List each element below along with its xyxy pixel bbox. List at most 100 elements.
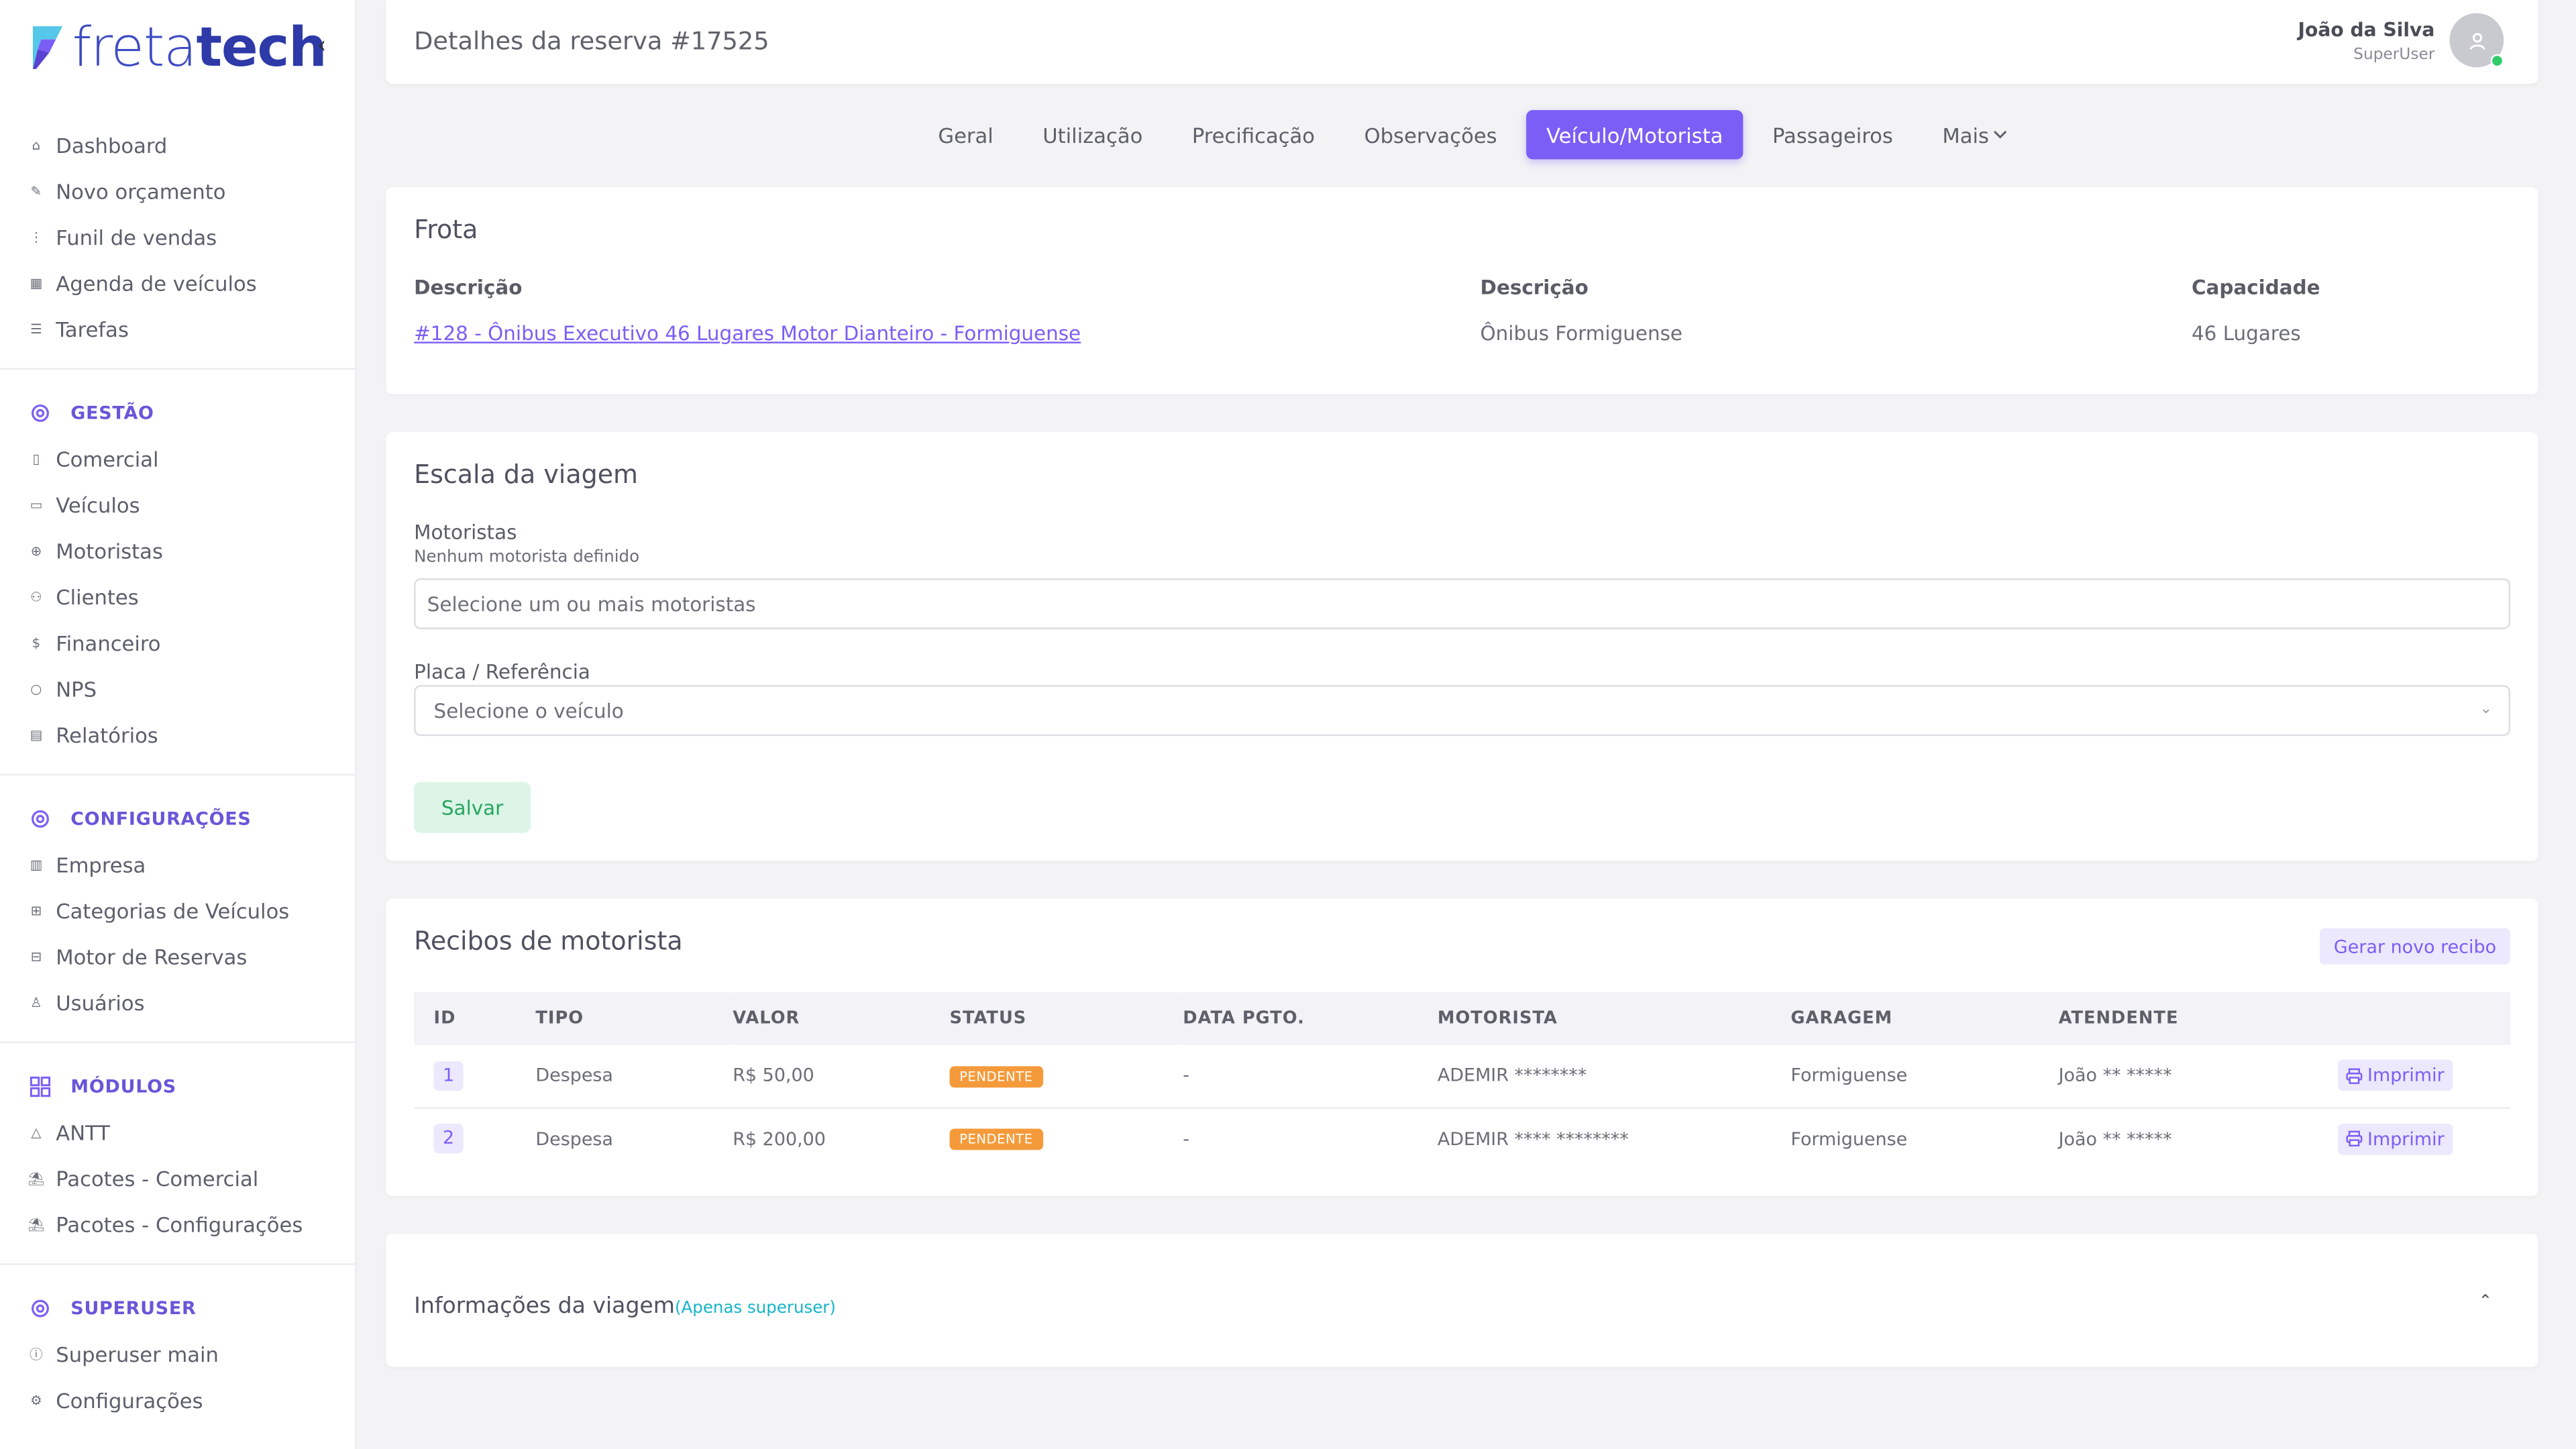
tab-utilizacao[interactable]: Utilização <box>1042 122 1143 148</box>
page-title: Detalhes da reserva #17525 <box>414 26 769 56</box>
tab-veiculo-motorista[interactable]: Veículo/Motorista <box>1526 110 1743 160</box>
status-badge: PENDENTE <box>949 1065 1043 1087</box>
sidebar-item-label: Financeiro <box>56 630 161 655</box>
sidebar-item-clientes[interactable]: ⚇ Clientes <box>0 574 356 620</box>
vehicle-link[interactable]: #128 - Ônibus Executivo 46 Lugares Motor… <box>414 322 1081 345</box>
sidebar-item-veiculos[interactable]: ▭ Veículos <box>0 482 356 528</box>
cell-atendente[interactable]: João ** ***** <box>2058 1044 2338 1108</box>
table-row: 2 Despesa R$ 200,00 PENDENTE - ADEMIR **… <box>414 1108 2510 1170</box>
grid-icon: ⊞ <box>30 902 42 918</box>
cell-motorista[interactable]: ADEMIR ******** <box>1437 1044 1791 1108</box>
sidebar-item-tarefas[interactable]: ☰ Tarefas <box>0 306 356 352</box>
frota-title: Frota <box>414 215 478 245</box>
sidebar-item-nps[interactable]: ○ NPS <box>0 665 356 712</box>
tab-observacoes[interactable]: Observações <box>1364 122 1497 148</box>
sidebar-item-comercial[interactable]: ▯ Comercial <box>0 435 356 482</box>
tab-passageiros[interactable]: Passageiros <box>1772 122 1893 148</box>
sidebar-collapse-icon[interactable]: ‹ <box>317 32 327 60</box>
sidebar-item-label: Superuser main <box>56 1341 219 1366</box>
chevron-down-icon: ⌄ <box>2479 701 2493 718</box>
new-receipt-button[interactable]: Gerar novo recibo <box>2319 928 2511 965</box>
placa-label: Placa / Referência <box>414 660 590 684</box>
user-menu[interactable]: João da Silva SuperUser <box>2298 13 2504 68</box>
triangle-icon: △ <box>31 1124 42 1140</box>
sidebar-section-title: CONFIGURAÇÕES <box>70 807 252 829</box>
recibos-title: Recibos de motorista <box>414 926 683 957</box>
cell-garagem: Formiguense <box>1790 1044 2059 1108</box>
sidebar-item-novo-orcamento[interactable]: ✎ Novo orçamento <box>0 168 356 214</box>
printer-icon <box>2346 1067 2363 1084</box>
sidebar-item-empresa[interactable]: ▥ Empresa <box>0 841 356 888</box>
trip-info-card[interactable]: Informações da viagem(Apenas superuser) … <box>386 1234 2538 1367</box>
cell-actions: Imprimir <box>2337 1044 2511 1108</box>
modules-icon <box>30 1075 51 1096</box>
table-row: 1 Despesa R$ 50,00 PENDENTE - ADEMIR ***… <box>414 1044 2511 1108</box>
sidebar-item-label: Pacotes - Comercial <box>56 1165 259 1191</box>
sidebar-item-label: Empresa <box>56 851 146 877</box>
col-atendente: ATENDENTE <box>2058 992 2338 1045</box>
sidebar-item-financeiro[interactable]: $ Financeiro <box>0 619 356 665</box>
sidebar-item-label: Veículos <box>56 492 140 517</box>
tab-precificacao[interactable]: Precificação <box>1191 122 1316 148</box>
cell-tipo: Despesa <box>535 1128 613 1150</box>
online-status-indicator <box>2490 54 2504 68</box>
trip-info-title: Informações da viagem(Apenas superuser) <box>414 1293 836 1319</box>
sidebar-item-label: Pacotes - Configurações <box>56 1212 303 1236</box>
sidebar-item-superuser-main[interactable]: ⓘ Superuser main <box>0 1331 356 1377</box>
id-badge[interactable]: 2 <box>433 1124 464 1154</box>
sidebar-item-relatorios[interactable]: ▤ Relatórios <box>0 711 356 757</box>
frota-descricao2-value: Ônibus Formiguense <box>1480 322 1683 345</box>
sidebar-divider <box>0 368 357 370</box>
print-button-label: Imprimir <box>2367 1065 2445 1087</box>
col-actions <box>2337 992 2511 1045</box>
sidebar-section-modulos: MÓDULOS <box>0 1063 356 1110</box>
col-motorista: MOTORISTA <box>1437 992 1791 1045</box>
info-icon: ⓘ <box>30 1346 43 1361</box>
cell-tipo: Despesa <box>535 1044 733 1108</box>
sidebar-item-label: Motor de Reservas <box>56 943 248 969</box>
motoristas-label: Motoristas <box>414 521 517 544</box>
logo-mark-icon <box>32 26 63 69</box>
sidebar-item-configuracoes[interactable]: ⚙ Configurações <box>0 1377 356 1423</box>
cell-atendente[interactable]: João ** ***** <box>2058 1128 2172 1150</box>
sidebar-item-label: Clientes <box>56 584 139 609</box>
list-icon: ☰ <box>30 321 42 336</box>
motoristas-multiselect[interactable]: Selecione um ou mais motoristas <box>414 578 2511 629</box>
sidebar-item-label: Funil de vendas <box>56 224 217 250</box>
tab-mais-label: Mais <box>1942 122 1989 148</box>
building-icon: ▥ <box>30 857 43 872</box>
sidebar-item-motoristas[interactable]: ⊕ Motoristas <box>0 527 356 574</box>
bus-icon: ▭ <box>30 496 43 512</box>
sidebar-item-usuarios[interactable]: ♙ Usuários <box>0 979 356 1026</box>
sidebar-nav: ⌂ Dashboard ✎ Novo orçamento ⋮ Funil de ven… <box>0 121 357 1423</box>
sidebar-item-label: Configurações <box>56 1387 203 1412</box>
top-header: Detalhes da reserva #17525 João da Silva… <box>386 0 2538 84</box>
cell-motorista[interactable]: ADEMIR **** ******** <box>1437 1128 1629 1150</box>
print-button[interactable]: Imprimir <box>2337 1123 2453 1155</box>
user-info: João da Silva SuperUser <box>2298 17 2435 64</box>
sidebar-item-antt[interactable]: △ ANTT <box>0 1109 356 1155</box>
home-icon: ⌂ <box>32 137 41 152</box>
sidebar-item-agenda-de-veiculos[interactable]: ▦ Agenda de veículos <box>0 260 356 306</box>
brand-logo[interactable]: fretatech <box>30 19 327 75</box>
sidebar-item-motor-de-reservas[interactable]: ⊟ Motor de Reservas <box>0 933 356 979</box>
beach-icon: ⛱ <box>28 1170 45 1185</box>
vehicle-select[interactable]: Selecione o veículo ⌄ <box>414 685 2511 737</box>
print-button[interactable]: Imprimir <box>2337 1060 2453 1091</box>
sidebar-item-pacotes-comercial[interactable]: ⛱ Pacotes - Comercial <box>0 1155 356 1201</box>
users-icon: ⚇ <box>30 588 42 604</box>
sidebar-item-categorias-de-veiculos[interactable]: ⊞ Categorias de Veículos <box>0 887 356 933</box>
save-button[interactable]: Salvar <box>414 782 531 833</box>
frota-capacidade-label: Capacidade <box>2191 276 2320 299</box>
chevron-up-icon[interactable]: ⌃ <box>2478 1293 2493 1311</box>
sidebar-item-label: Relatórios <box>56 722 158 747</box>
sidebar-item-label: Categorias de Veículos <box>56 898 290 923</box>
tab-geral[interactable]: Geral <box>938 122 994 148</box>
sidebar-item-dashboard[interactable]: ⌂ Dashboard <box>0 121 356 168</box>
avatar[interactable] <box>2449 13 2504 68</box>
sidebar-item-funil-de-vendas[interactable]: ⋮ Funil de vendas <box>0 213 356 260</box>
id-badge[interactable]: 1 <box>433 1061 464 1091</box>
receipts-table: ID TIPO VALOR STATUS DATA PGTO. MOTORIST… <box>414 992 2511 1170</box>
tab-mais[interactable]: Mais <box>1923 110 2027 159</box>
sidebar-item-pacotes-configuracoes[interactable]: ⛱ Pacotes - Configurações <box>0 1201 356 1247</box>
